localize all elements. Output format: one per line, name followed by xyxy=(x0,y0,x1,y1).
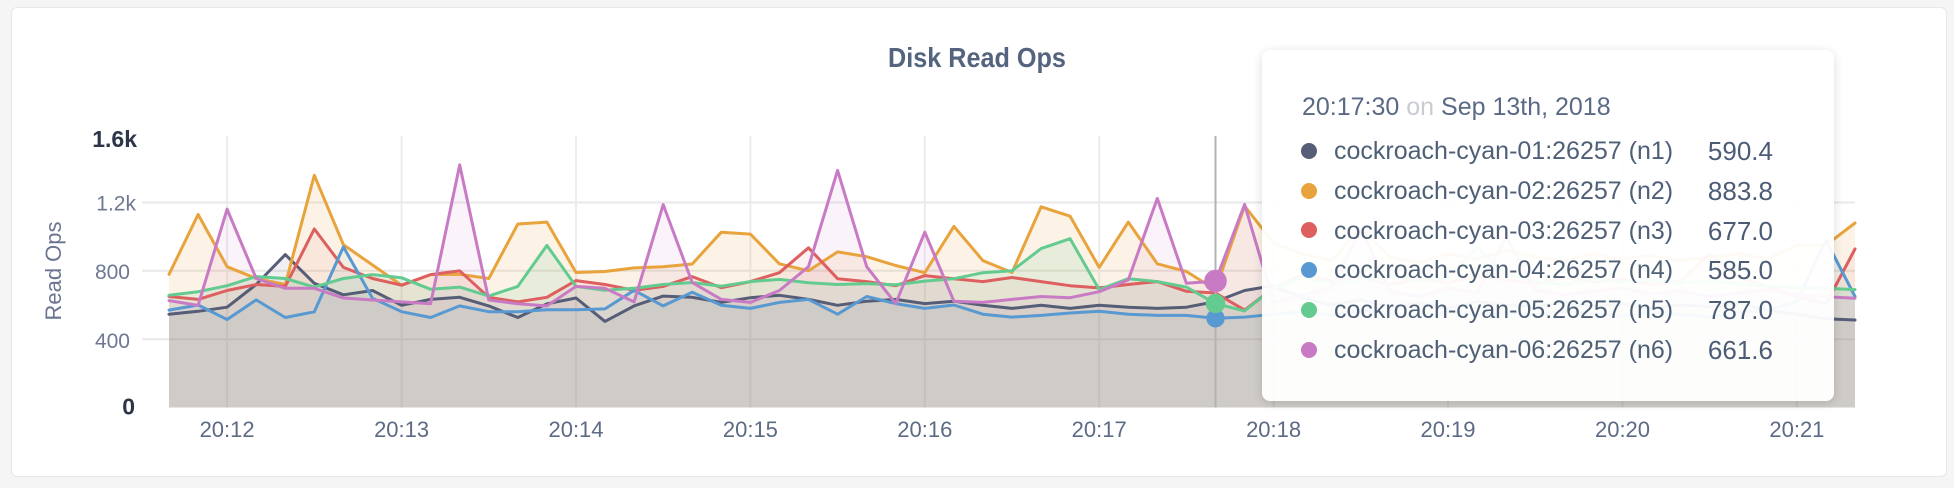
svg-text:20:17: 20:17 xyxy=(1072,417,1127,442)
svg-text:20:12: 20:12 xyxy=(200,417,255,442)
svg-text:20:18: 20:18 xyxy=(1246,417,1301,442)
svg-text:800: 800 xyxy=(95,261,130,284)
svg-text:0: 0 xyxy=(122,394,135,420)
svg-text:20:14: 20:14 xyxy=(548,417,603,442)
svg-text:400: 400 xyxy=(95,330,130,353)
svg-text:20:15: 20:15 xyxy=(723,417,778,442)
svg-text:20:21: 20:21 xyxy=(1769,417,1824,442)
svg-text:20:13: 20:13 xyxy=(374,417,429,442)
svg-text:20:19: 20:19 xyxy=(1420,417,1475,442)
svg-text:1.6k: 1.6k xyxy=(92,126,137,152)
svg-text:1.2k: 1.2k xyxy=(96,193,136,216)
svg-text:20:16: 20:16 xyxy=(897,417,952,442)
svg-text:20:20: 20:20 xyxy=(1595,417,1650,442)
svg-text:Read Ops: Read Ops xyxy=(41,221,66,320)
